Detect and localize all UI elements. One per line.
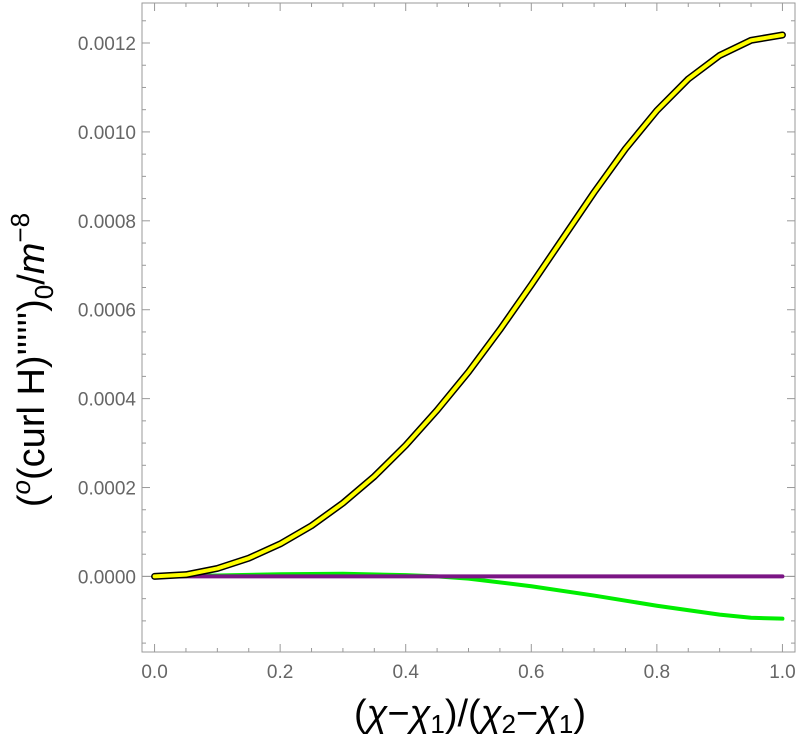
x-tick-label: 0.8 bbox=[644, 662, 670, 683]
x-tick-label: 0.6 bbox=[518, 662, 544, 683]
y-tick-label: 0.0012 bbox=[78, 34, 136, 55]
y-tick-label: 0.0002 bbox=[78, 479, 136, 500]
x-tick-label: 0.0 bbox=[141, 662, 167, 683]
plot-frame bbox=[141, 2, 796, 653]
y-tick-label: 0.0008 bbox=[78, 212, 136, 233]
tick-layer: 0.0 0.2 0.4 0.6 0.8 1.0 0.0000 0.0002 0.0004 0.00… bbox=[78, 3, 796, 683]
x-axis-title: (χ−χ1)/(χ2−χ1) bbox=[354, 693, 586, 735]
y-axis-title: (o(curl H)'''''')0/m−8 bbox=[5, 213, 59, 507]
series-1-line bbox=[152, 571, 785, 621]
x-tick-label: 0.2 bbox=[267, 662, 293, 683]
series-layer bbox=[151, 31, 786, 621]
y-tick-label: 0.0000 bbox=[78, 567, 136, 588]
x-tick-label: 0.4 bbox=[393, 662, 420, 683]
series-0-outline bbox=[151, 31, 786, 580]
plot-border bbox=[141, 2, 796, 653]
y-tick-label: 0.0004 bbox=[78, 390, 137, 411]
y-tick-label: 0.0010 bbox=[78, 123, 136, 144]
series-0-line bbox=[152, 33, 785, 579]
y-tick-label: 0.0006 bbox=[78, 301, 136, 322]
x-tick-label: 1.0 bbox=[769, 662, 795, 683]
